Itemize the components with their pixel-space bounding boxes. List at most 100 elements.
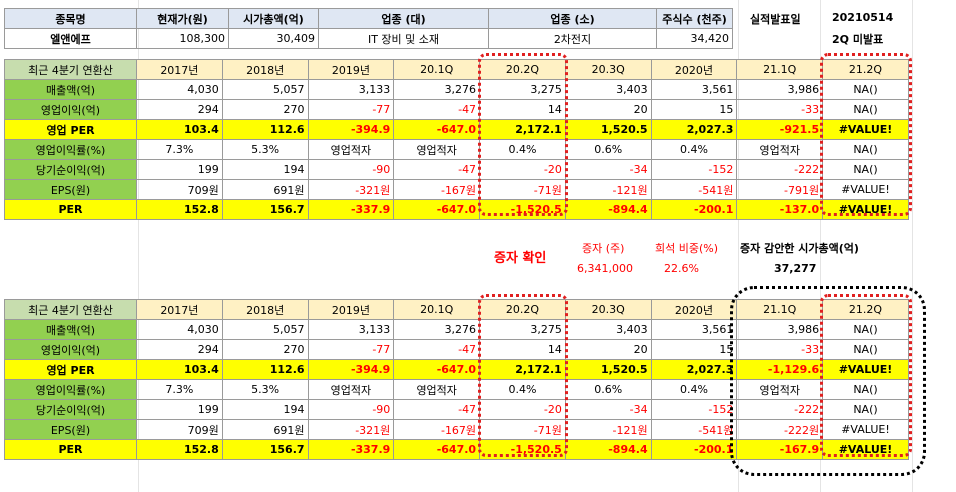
data-cell[interactable]: 199 [136, 159, 223, 180]
data-cell[interactable]: -321원 [307, 419, 395, 440]
data-cell[interactable]: -394.9 [307, 119, 395, 140]
data-cell[interactable]: -77 [307, 339, 395, 360]
data-cell[interactable]: 156.7 [221, 199, 309, 220]
data-cell[interactable]: -894.4 [564, 199, 652, 220]
data-cell[interactable]: #VALUE! [822, 119, 909, 140]
row-label[interactable]: EPS(원) [4, 419, 137, 440]
row-label[interactable]: 매출액(억) [4, 319, 137, 340]
stock-name[interactable]: 엘앤에프 [4, 28, 137, 49]
data-cell[interactable]: 3,403 [564, 79, 652, 100]
industry-minor[interactable]: 2차전지 [488, 28, 657, 49]
data-cell[interactable]: -90 [307, 159, 395, 180]
data-cell[interactable]: 1,520.5 [564, 359, 652, 380]
data-cell[interactable]: 15 [650, 339, 738, 360]
data-cell[interactable]: 3,403 [564, 319, 652, 340]
data-cell[interactable]: -47 [393, 339, 481, 360]
period-header[interactable]: 20.3Q [564, 59, 652, 80]
data-cell[interactable]: -394.9 [307, 359, 395, 380]
data-cell[interactable]: -47 [393, 99, 481, 120]
data-cell[interactable]: 152.8 [136, 199, 223, 220]
data-cell[interactable]: 2,172.1 [479, 119, 566, 140]
data-cell[interactable]: 152.8 [136, 439, 223, 460]
data-cell[interactable]: 0.4% [650, 379, 738, 400]
data-cell[interactable]: -152 [650, 159, 738, 180]
period-header[interactable]: 21.1Q [736, 59, 824, 80]
data-cell[interactable]: 7.3% [136, 139, 223, 160]
data-cell[interactable]: -200.1 [650, 199, 738, 220]
data-cell[interactable]: -647.0 [393, 119, 481, 140]
data-cell[interactable]: 270 [221, 99, 309, 120]
period-header[interactable]: 2017년 [136, 59, 223, 80]
data-cell[interactable]: -921.5 [736, 119, 824, 140]
data-cell[interactable]: 4,030 [136, 319, 223, 340]
data-cell[interactable]: 영업적자 [393, 139, 481, 160]
row-label[interactable]: 영업 PER [4, 359, 137, 380]
row-label[interactable]: 영업이익률(%) [4, 379, 137, 400]
data-cell[interactable]: 0.6% [564, 139, 652, 160]
data-cell[interactable]: -47 [393, 399, 481, 420]
data-cell[interactable]: -121원 [564, 179, 652, 200]
data-cell[interactable]: 3,986 [736, 79, 824, 100]
data-cell[interactable]: -34 [564, 159, 652, 180]
data-cell[interactable]: 709원 [136, 179, 223, 200]
data-cell[interactable]: 영업적자 [736, 139, 824, 160]
data-cell[interactable]: 156.7 [221, 439, 309, 460]
data-cell[interactable]: 112.6 [221, 119, 309, 140]
data-cell[interactable]: 5,057 [221, 319, 309, 340]
data-cell[interactable]: 영업적자 [393, 379, 481, 400]
row-label[interactable]: 매출액(억) [4, 79, 137, 100]
data-cell[interactable]: 5.3% [221, 379, 309, 400]
data-cell[interactable]: 20 [564, 339, 652, 360]
data-cell[interactable]: 4,030 [136, 79, 223, 100]
data-cell[interactable]: 194 [221, 399, 309, 420]
data-cell[interactable]: 2,027.3 [650, 119, 738, 140]
row-label[interactable]: PER [4, 439, 137, 460]
data-cell[interactable]: 194 [221, 159, 309, 180]
data-cell[interactable]: 5.3% [221, 139, 309, 160]
period-header[interactable]: 2018년 [221, 299, 309, 320]
data-cell[interactable]: -167원 [393, 419, 481, 440]
period-header[interactable]: 20.1Q [393, 299, 481, 320]
data-cell[interactable]: 3,561 [650, 79, 738, 100]
data-cell[interactable]: -791원 [736, 179, 824, 200]
data-cell[interactable]: 15 [650, 99, 738, 120]
data-cell[interactable]: -222 [736, 159, 824, 180]
row-label[interactable]: 영업이익률(%) [4, 139, 137, 160]
industry-major[interactable]: IT 장비 및 소재 [318, 28, 489, 49]
data-cell[interactable]: -121원 [564, 419, 652, 440]
data-cell[interactable]: 294 [136, 99, 223, 120]
data-cell[interactable]: -541원 [650, 419, 738, 440]
data-cell[interactable]: -1,129.6 [736, 359, 824, 380]
data-cell[interactable]: 영업적자 [307, 379, 395, 400]
data-cell[interactable]: 199 [136, 399, 223, 420]
data-cell[interactable]: 1,520.5 [564, 119, 652, 140]
row-label[interactable]: 영업 PER [4, 119, 137, 140]
data-cell[interactable]: -90 [307, 399, 395, 420]
data-cell[interactable]: #VALUE! [822, 359, 909, 380]
period-header[interactable]: 20.2Q [479, 59, 566, 80]
data-cell[interactable]: 3,133 [307, 319, 395, 340]
data-cell[interactable]: -321원 [307, 179, 395, 200]
data-cell[interactable]: -337.9 [307, 439, 395, 460]
data-cell[interactable]: 7.3% [136, 379, 223, 400]
data-cell[interactable]: -894.4 [564, 439, 652, 460]
data-cell[interactable]: NA() [822, 399, 909, 420]
market-cap[interactable]: 30,409 [228, 28, 319, 49]
data-cell[interactable]: #VALUE! [822, 419, 909, 440]
data-cell[interactable]: 691원 [221, 179, 309, 200]
data-cell[interactable]: 112.6 [221, 359, 309, 380]
row-label[interactable]: 당기순이익(억) [4, 399, 137, 420]
period-header[interactable]: 21.2Q [822, 59, 909, 80]
table-head-label[interactable]: 최근 4분기 연환산 [4, 299, 137, 320]
data-cell[interactable]: 2,172.1 [479, 359, 566, 380]
data-cell[interactable]: 2,027.3 [650, 359, 738, 380]
data-cell[interactable]: 103.4 [136, 359, 223, 380]
data-cell[interactable]: 691원 [221, 419, 309, 440]
data-cell[interactable]: -167원 [393, 179, 481, 200]
data-cell[interactable]: 103.4 [136, 119, 223, 140]
period-header[interactable]: 2019년 [307, 59, 395, 80]
row-label[interactable]: 영업이익(억) [4, 99, 137, 120]
share-count[interactable]: 34,420 [656, 28, 733, 49]
data-cell[interactable]: -34 [564, 399, 652, 420]
row-label[interactable]: PER [4, 199, 137, 220]
